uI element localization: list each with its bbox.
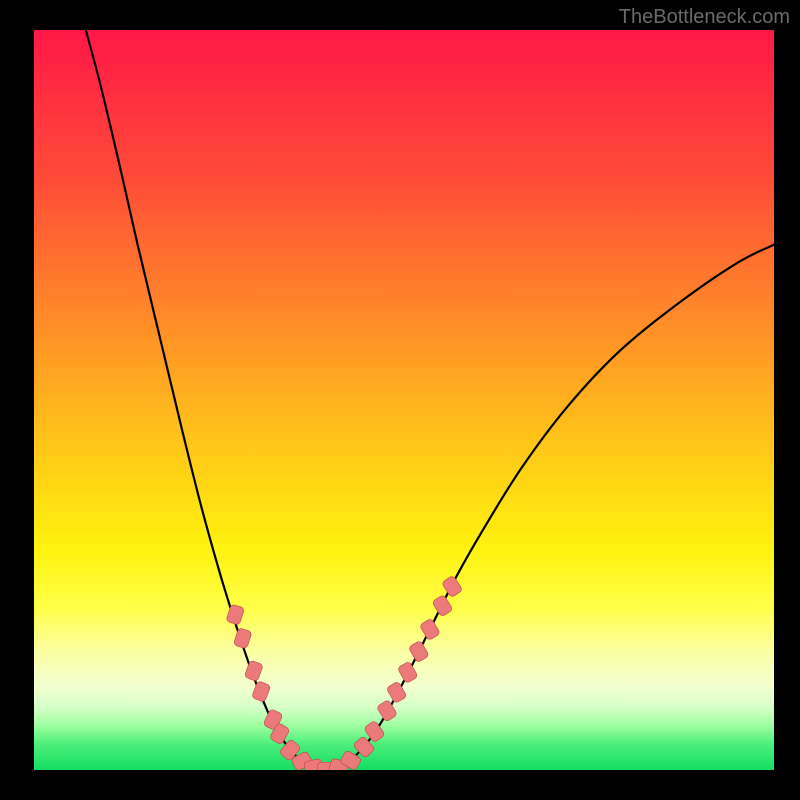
- stage: TheBottleneck.com: [0, 0, 800, 800]
- bottleneck-chart: [0, 0, 800, 800]
- plot-gradient-background: [34, 30, 774, 770]
- watermark-text: TheBottleneck.com: [619, 6, 790, 29]
